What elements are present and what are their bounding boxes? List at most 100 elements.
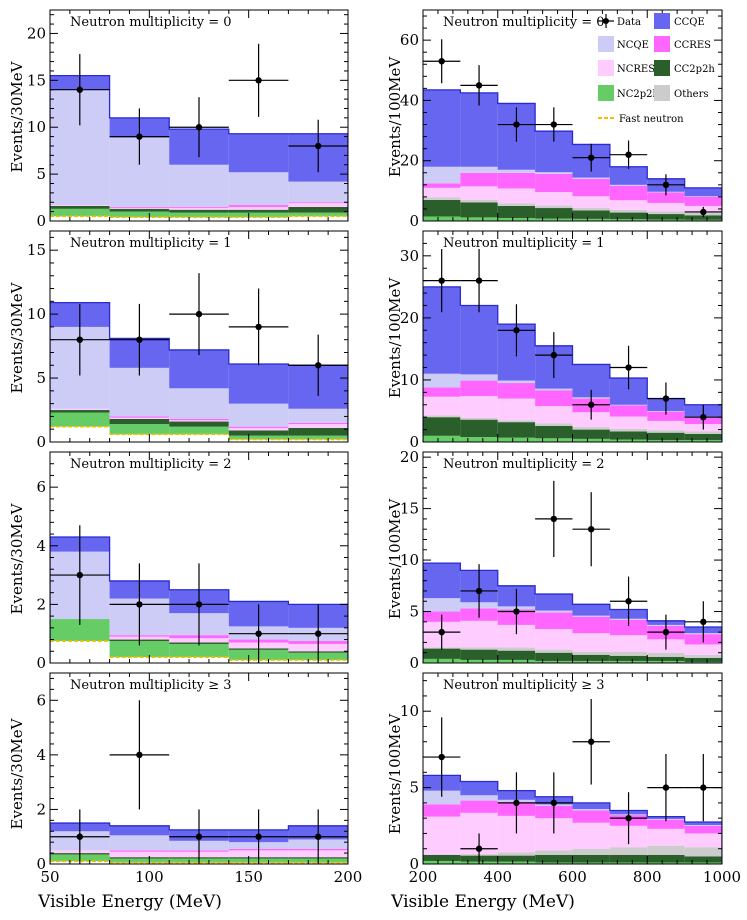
bar-segment-others [460,417,498,420]
x-axis-label-right: Visible Energy (MeV) [390,892,575,912]
bar-segment-cc2p2h [572,654,610,661]
bar-segment-ncqe [228,172,289,206]
bar-segment-cc2p2h [288,427,348,436]
data-point [475,587,483,595]
bar-segment-others [423,197,461,200]
bar-segment-others [497,852,536,856]
bar-segment-cc2p2h [572,854,610,863]
data-point [700,208,707,216]
bar-segment-ncres [109,851,170,858]
y-tick-label: 60 [400,31,419,49]
bar-segment-others [572,427,610,430]
bar-segment-nc2p2h [535,862,573,864]
y-tick-label: 5 [409,603,419,621]
bar-segment-cc2p2h [460,649,498,660]
y-tick-label: 20 [400,152,419,170]
bar-segment-nc2p2h [50,619,110,642]
data-point [315,833,322,840]
bar-segment-ccqe [169,349,229,389]
legend-entry-ccqe: CCQE [654,13,705,29]
data-point [195,124,203,131]
y-tick-label: 10 [27,305,46,323]
bar-segment-fast-neutron [50,426,110,442]
legend-entry-ncres: NCRES [598,60,655,76]
bar-segment-others [535,649,573,653]
data-point [513,121,520,128]
bar-segment-ccres [423,387,461,397]
panel-title: Neutron multiplicity = 1 [70,236,232,251]
bar-segment-others [609,651,648,656]
bar-segment-fast-neutron [169,657,229,663]
mc-total-outline [50,822,348,864]
bar-segment-ccres [572,810,610,823]
bar-segment-nc2p2h [460,437,498,442]
bar-segment-others [497,420,536,423]
plot-area [423,248,722,442]
bar-segment-cc2p2h [497,205,536,218]
bar-segment-ccres [535,173,573,193]
bar-segment-ccres [109,416,170,418]
bar-segment-nc2p2h [647,862,685,864]
data-point [195,310,203,318]
bar-segment-nc2p2h [50,412,110,427]
bar-segment-ccres [460,172,498,187]
bar-segment-ccres [684,825,722,834]
y-tick-label: 0 [36,855,46,873]
bar-segment-nc2p2h [497,659,536,663]
bar-segment-ncres [609,200,648,210]
bar-segment-ncres [460,186,498,200]
panel-title: Neutron multiplicity = 2 [70,457,232,472]
bar-segment-ncres [50,408,110,411]
bar-segment-nc2p2h [684,219,722,221]
legend-label: CCRES [674,40,711,51]
x-tick-label: 100 [135,868,164,886]
x-tick-label: 200 [409,868,438,886]
data-point [662,628,670,636]
legend-swatch [598,36,614,52]
panel-title: Neutron multiplicity = 2 [443,457,605,472]
y-tick-label: 0 [409,654,419,672]
bar-segment-fast-neutron [50,641,110,663]
panel-left-n1: 0 5 10 15 Neutron multiplicity = 1 [27,230,349,451]
bar-segment-ccqe [460,781,498,796]
bar-segment-nc2p2h [684,661,722,663]
bar-segment-ncres [497,624,536,648]
bar-segment-cc2p2h [572,429,610,439]
data-point [255,323,262,331]
bar-segment-ncres [50,205,110,206]
bar-segment-fast-neutron [169,217,229,221]
bar-segment-ncres [460,620,498,648]
bar-segment-others [572,651,610,655]
y-tick-label: 20 [27,24,46,42]
data-point [550,351,558,359]
panel-title: Neutron multiplicity = 1 [443,236,605,251]
bar-segment-nc2p2h [109,641,170,658]
data-point [475,277,483,284]
bar-segment-nc2p2h [228,435,289,440]
bar-segment-others [609,847,648,855]
data-point [625,814,632,822]
legend-label: CC2p2h [674,64,715,75]
bar-segment-ncqe [423,598,461,612]
bar-segment-ncres [109,207,170,209]
bar-segment-ccres [497,383,536,399]
bar-segment-ccres [288,422,348,425]
y-tick-label: 20 [400,448,419,466]
y-axis-label: Events/100MeV [386,277,404,399]
legend-label: NCRES [617,64,655,75]
data-point [625,364,632,371]
data-point [587,401,595,408]
bar-segment-ncqe [609,404,648,406]
bar-segment-fast-neutron [109,217,170,221]
panel-title: Neutron multiplicity = 0 [443,15,605,30]
data-point [662,784,670,791]
bar-segment-cc2p2h [423,417,461,436]
bar-segment-ncres [228,427,289,431]
y-axis-label: Events/30MeV [8,60,26,172]
bar-segment-cc2p2h [535,425,573,439]
bar-segment-nc2p2h [423,658,461,663]
x-tick-label: 400 [483,868,512,886]
data-point [625,151,632,158]
legend-entry-cc2p2h: CC2p2h [654,60,715,76]
x-tick-label: 600 [558,868,587,886]
